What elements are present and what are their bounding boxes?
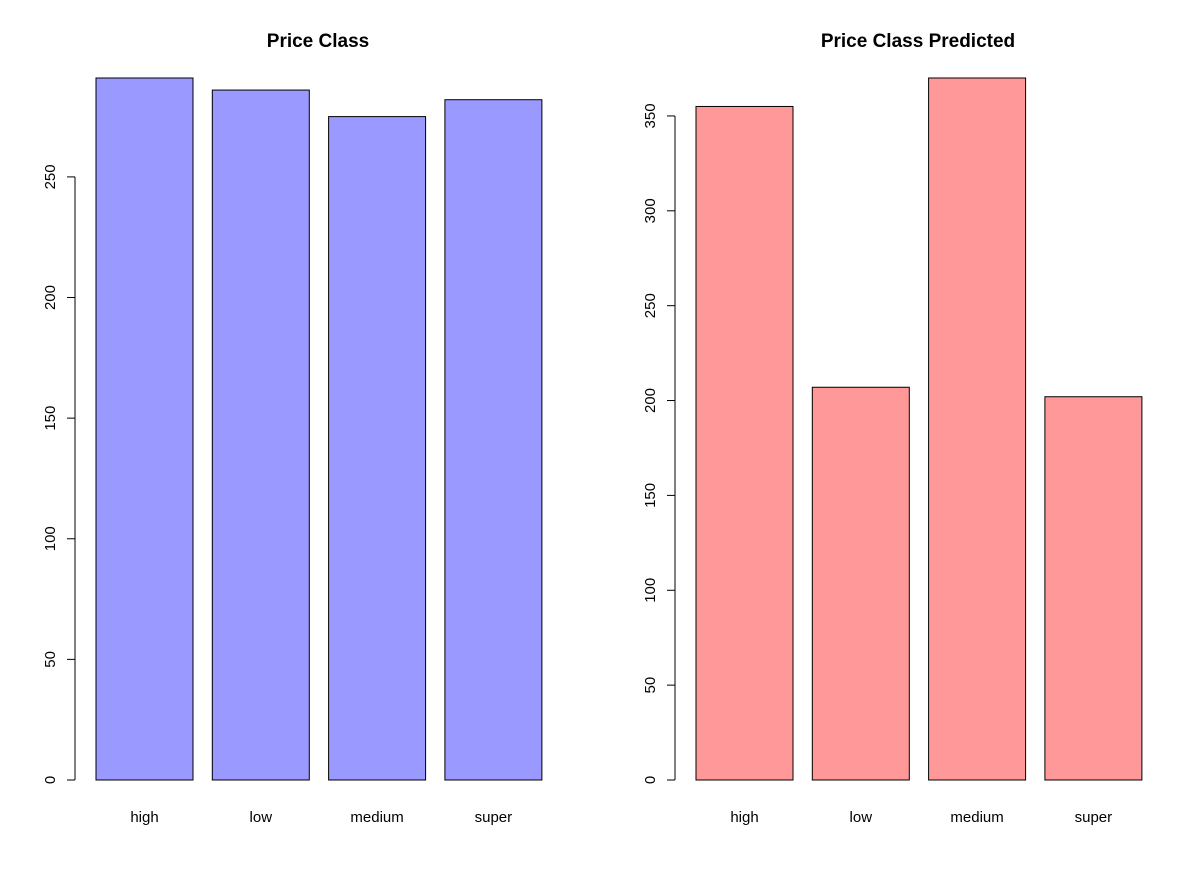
category-label: super: [475, 809, 513, 826]
chart-title: Price Class Predicted: [821, 31, 1015, 52]
bar-low: [211, 89, 310, 781]
chart-panel-price-class: Price Class high low medium super 0 50 100 150 2…: [42, 31, 543, 826]
bar-super: [444, 99, 543, 781]
y-tick-label: 350: [642, 103, 659, 128]
category-label: low: [250, 809, 273, 826]
y-tick-label: 50: [642, 677, 659, 694]
category-label: medium: [950, 809, 1003, 826]
bar-medium: [328, 116, 427, 781]
y-tick-label: 300: [642, 198, 659, 223]
category-label: medium: [350, 809, 403, 826]
bar-medium: [928, 77, 1027, 781]
y-tick-label: 100: [42, 526, 59, 551]
y-tick-label: 200: [42, 285, 59, 310]
category-label: low: [850, 809, 873, 826]
category-label: high: [130, 809, 158, 826]
y-tick-label: 200: [642, 388, 659, 413]
y-tick-label: 0: [42, 776, 59, 784]
y-tick-label: 250: [42, 164, 59, 189]
y-tick-label: 250: [642, 293, 659, 318]
bar-high: [695, 105, 794, 781]
category-label: super: [1075, 809, 1113, 826]
y-tick-label: 0: [642, 776, 659, 784]
category-label: high: [730, 809, 758, 826]
chart-title: Price Class: [267, 31, 369, 52]
bar-super: [1044, 396, 1143, 781]
y-tick-label: 150: [642, 483, 659, 508]
chart-panel-price-class-predicted: Price Class Predicted high low medium super…: [642, 31, 1143, 826]
bar-high: [95, 77, 194, 781]
bar-low: [811, 386, 910, 781]
y-tick-label: 100: [642, 578, 659, 603]
y-tick-label: 50: [42, 651, 59, 668]
y-tick-label: 150: [42, 406, 59, 431]
